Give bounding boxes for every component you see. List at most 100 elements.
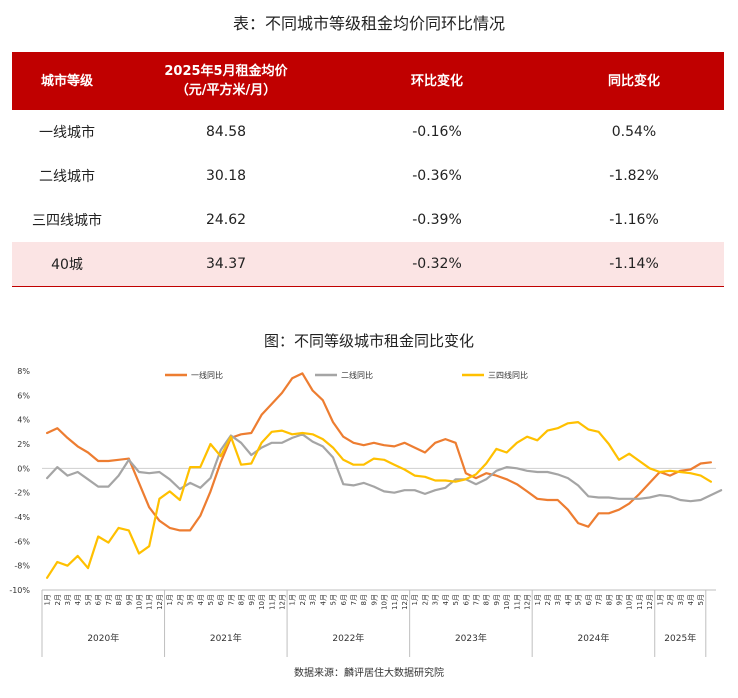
x-month-label: 2月 [667, 594, 675, 605]
x-month-label: 3月 [554, 594, 562, 605]
x-month-label: 6月 [217, 594, 225, 605]
cell-price: 84.58 [205, 124, 247, 140]
x-year-label: 2020年 [87, 632, 119, 644]
x-month-label: 4月 [687, 594, 695, 605]
x-month-label: 5月 [207, 594, 215, 605]
x-month-label: 2月 [176, 594, 184, 605]
x-month-label: 3月 [309, 594, 317, 605]
x-month-label: 4月 [442, 594, 450, 605]
x-month-label: 2月 [54, 594, 62, 605]
header-price: 2025年5月租金均价 （元/平方米/月） [122, 52, 330, 110]
x-month-label: 7月 [595, 594, 603, 605]
table-row: 一线城市 84.58 -0.16% 0.54% [12, 110, 724, 154]
x-month-label: 4月 [74, 594, 82, 605]
x-year-label: 2025年 [664, 632, 696, 644]
x-month-label: 6月 [585, 594, 593, 605]
x-year-label: 2021年 [210, 632, 242, 644]
chart-title: 图：不同等级城市租金同比变化 [263, 332, 474, 350]
x-month-label: 7月 [473, 594, 481, 605]
x-month-label: 2月 [544, 594, 552, 605]
x-month-label: 1月 [534, 594, 542, 605]
legend-label: 二线同比 [341, 370, 373, 380]
table-title: 表：不同城市等级租金均价同环比情况 [232, 14, 505, 33]
x-month-label: 3月 [64, 594, 72, 605]
x-month-label: 9月 [615, 594, 623, 605]
cell-mom: -0.39% [412, 212, 462, 228]
x-month-label: 9月 [493, 594, 501, 605]
cell-yoy: 0.54% [611, 124, 657, 140]
y-tick-label: 8% [17, 367, 30, 376]
header-city-level: 城市等级 [12, 52, 122, 110]
y-tick-label: 2% [17, 440, 30, 449]
x-month-label: 3月 [677, 594, 685, 605]
x-month-label: 6月 [340, 594, 348, 605]
x-month-label: 5月 [697, 594, 705, 605]
x-month-label: 12月 [156, 594, 164, 610]
x-month-label: 11月 [146, 594, 154, 610]
series-line-3 [45, 420, 713, 579]
x-month-label: 5月 [452, 594, 460, 605]
x-month-label: 2月 [421, 594, 429, 605]
y-tick-label: 6% [17, 391, 30, 400]
series-line-2 [45, 433, 723, 503]
y-tick-label: -4% [14, 513, 30, 522]
x-month-label: 8月 [238, 594, 246, 605]
y-tick-label: -2% [14, 489, 30, 498]
x-month-label: 3月 [432, 594, 440, 605]
table-row: 二线城市 30.18 -0.36% -1.82% [12, 154, 724, 198]
x-month-label: 8月 [605, 594, 613, 605]
legend-label: 三四线同比 [488, 370, 528, 380]
header-mom: 环比变化 [330, 52, 544, 110]
cell-mom: -0.32% [330, 242, 544, 287]
x-month-label: 10月 [258, 594, 266, 610]
x-month-label: 12月 [401, 594, 409, 610]
x-month-label: 11月 [636, 594, 644, 610]
y-tick-label: -8% [14, 562, 30, 571]
x-month-label: 1月 [411, 594, 419, 605]
x-month-label: 7月 [105, 594, 113, 605]
x-month-label: 11月 [391, 594, 399, 610]
x-month-label: 11月 [513, 594, 521, 610]
header-yoy: 同比变化 [544, 52, 724, 110]
x-month-label: 10月 [626, 594, 634, 610]
series-line-1 [45, 372, 713, 532]
x-month-label: 11月 [268, 594, 276, 610]
cell-city: 三四线城市 [32, 213, 102, 229]
cell-yoy: -1.14% [544, 242, 724, 287]
x-month-label: 9月 [125, 594, 133, 605]
x-month-label: 8月 [483, 594, 491, 605]
x-month-label: 7月 [350, 594, 358, 605]
x-month-label: 4月 [564, 594, 572, 605]
x-month-label: 3月 [187, 594, 195, 605]
x-month-label: 5月 [330, 594, 338, 605]
x-month-label: 1月 [166, 594, 174, 605]
cell-price: 24.62 [205, 212, 247, 228]
x-month-label: 1月 [656, 594, 664, 605]
x-month-label: 6月 [95, 594, 103, 605]
table-row-total: 40城 34.37 -0.32% -1.14% [12, 242, 724, 287]
x-year-label: 2023年 [455, 632, 487, 644]
table-row: 三四线城市 24.62 -0.39% -1.16% [12, 198, 724, 242]
x-month-label: 6月 [462, 594, 470, 605]
rent-table: 城市等级 2025年5月租金均价 （元/平方米/月） 环比变化 同比变化 一线城… [12, 52, 724, 287]
x-month-label: 5月 [575, 594, 583, 605]
x-year-label: 2022年 [332, 632, 364, 644]
cell-city: 40城 [12, 242, 122, 287]
x-month-label: 8月 [115, 594, 123, 605]
x-month-label: 2月 [299, 594, 307, 605]
x-month-label: 1月 [289, 594, 297, 605]
table-header-row: 城市等级 2025年5月租金均价 （元/平方米/月） 环比变化 同比变化 [12, 52, 724, 110]
yoy-line-chart: 8%6%4%2%0%-2%-4%-6%-8%-10%1月 2月 3月 4月 5月 6月 7月… [9, 367, 723, 657]
header-price-unit: （元/平方米/月） [175, 83, 277, 98]
data-source: 数据来源：麟评居住大数据研究院 [294, 668, 444, 679]
legend-label: 一线同比 [191, 370, 223, 380]
cell-yoy: -1.16% [609, 212, 659, 228]
cell-mom: -0.16% [412, 124, 462, 140]
x-month-label: 4月 [197, 594, 205, 605]
x-month-label: 5月 [84, 594, 92, 605]
header-price-line1: 2025年5月租金均价 [164, 64, 288, 79]
x-year-label: 2024年 [578, 632, 610, 644]
cell-price: 30.18 [205, 168, 247, 184]
x-month-label: 10月 [136, 594, 144, 610]
x-month-label: 9月 [370, 594, 378, 605]
